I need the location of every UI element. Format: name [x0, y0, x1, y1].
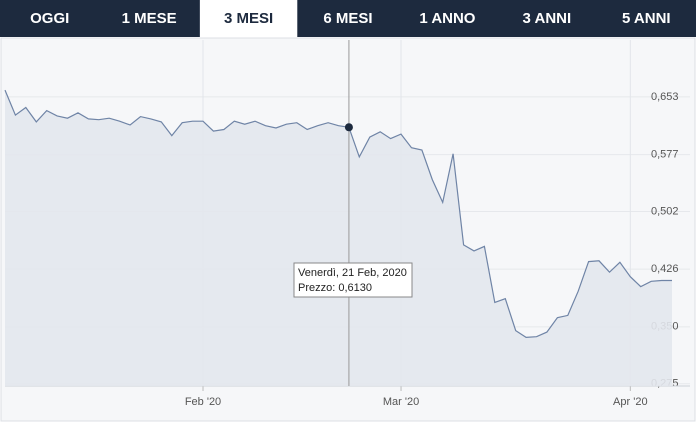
area — [5, 90, 672, 386]
tab[interactable]: 3 ANNI — [523, 10, 572, 27]
tab[interactable]: 6 MESI — [323, 10, 372, 27]
tab-active-bg — [199, 0, 298, 37]
tooltip-box — [293, 262, 413, 298]
tabs: OGGI 1 MESE 3 MESI 6 MESI 1 ANNO 3 ANNI 5 ANNI — [30, 0, 671, 37]
y-tick-label: 0,577 — [651, 148, 679, 160]
highlight-point — [344, 123, 353, 132]
y-tick-label: 0,502 — [651, 205, 679, 217]
tab[interactable]: 1 ANNO — [419, 10, 475, 27]
x-tick-label: Apr '20 — [613, 396, 648, 408]
tab[interactable]: 1 MESE — [122, 10, 177, 27]
y-tick-label: 0,653 — [651, 91, 679, 103]
x-tick-label: Feb '20 — [185, 396, 221, 408]
tooltip-date: Venerdì, 21 Feb, 2020 — [298, 267, 407, 279]
y-tick-label: 0,426 — [651, 263, 679, 275]
tab[interactable]: 3 MESI — [224, 10, 273, 27]
tab-bar — [0, 0, 696, 37]
tooltip-price: Prezzo: 0,6130 — [298, 282, 372, 294]
x-tick-label: Mar '20 — [383, 396, 419, 408]
line — [4, 89, 672, 339]
tab[interactable]: 5 ANNI — [622, 10, 671, 27]
tab[interactable]: OGGI — [30, 10, 69, 27]
